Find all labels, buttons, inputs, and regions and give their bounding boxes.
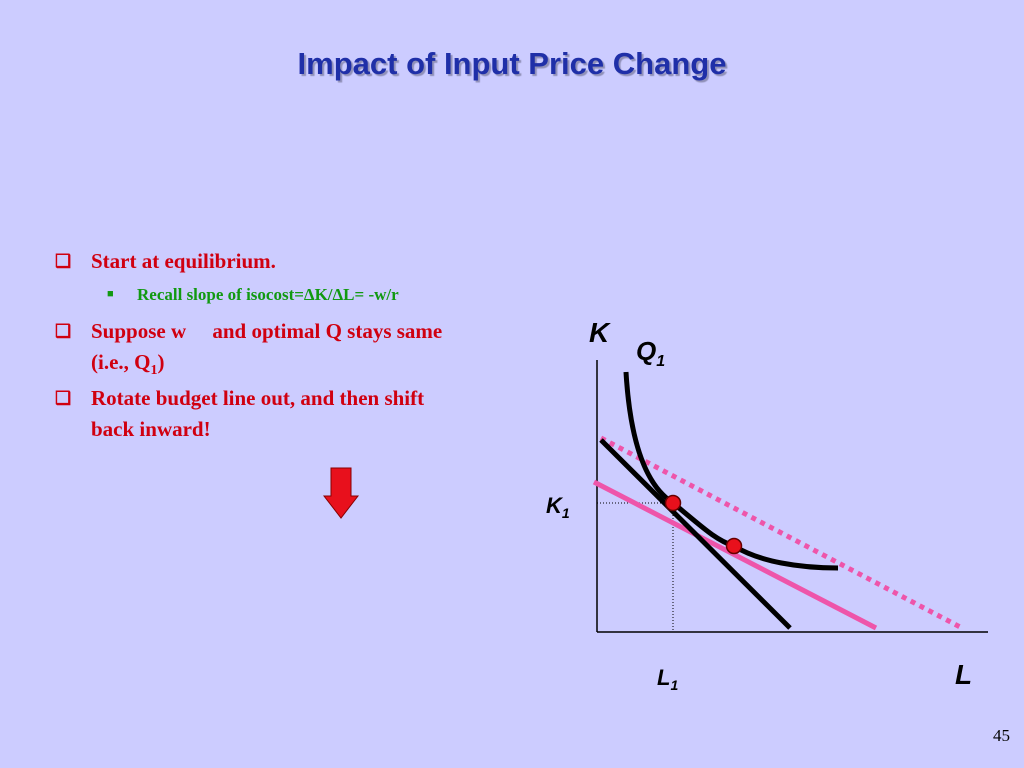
rotated-isocost bbox=[599, 435, 964, 631]
equilibrium-point bbox=[664, 494, 682, 512]
curve-label: Q1 bbox=[636, 336, 665, 370]
text: K bbox=[546, 493, 564, 518]
bullet-text: Recall slope of isocost=ΔK/ΔL= -w/r bbox=[137, 285, 399, 304]
bullet-text: Suppose w and optimal Q stays same (i.e.… bbox=[91, 319, 448, 374]
l-mark: L1 bbox=[657, 665, 678, 693]
page-number: 45 bbox=[993, 726, 1010, 745]
text: L bbox=[657, 665, 670, 690]
bullet-text: Start at equilibrium. bbox=[91, 249, 276, 273]
text: 1 bbox=[670, 677, 678, 693]
bullet: ❑ Rotate budget line out, and then shift … bbox=[55, 386, 425, 441]
subscript: 1 bbox=[150, 363, 158, 379]
text: 1 bbox=[656, 353, 665, 370]
equilibrium-point bbox=[725, 537, 743, 555]
isoquant bbox=[623, 371, 839, 571]
bullet-text: Rotate budget line out, and then shift b… bbox=[91, 386, 425, 441]
slide-title: Impact of Input Price Change bbox=[297, 46, 727, 81]
sub-bullet: ■ Recall slope of isocost=ΔK/ΔL= -w/r bbox=[107, 285, 399, 304]
new-isocost bbox=[592, 479, 878, 631]
original-isocost bbox=[599, 438, 792, 630]
down-arrow bbox=[322, 467, 360, 519]
bullet-text: ) bbox=[157, 350, 165, 374]
k-mark: K1 bbox=[546, 493, 570, 521]
bullet: ❑ Suppose w and optimal Q stays same (i.e… bbox=[55, 319, 448, 379]
x-axis-label: L bbox=[955, 659, 972, 690]
bullet: ❑ Start at equilibrium. bbox=[55, 249, 276, 273]
y-axis-label: K bbox=[589, 317, 611, 348]
text: 1 bbox=[562, 505, 570, 521]
text: Q bbox=[636, 336, 656, 366]
